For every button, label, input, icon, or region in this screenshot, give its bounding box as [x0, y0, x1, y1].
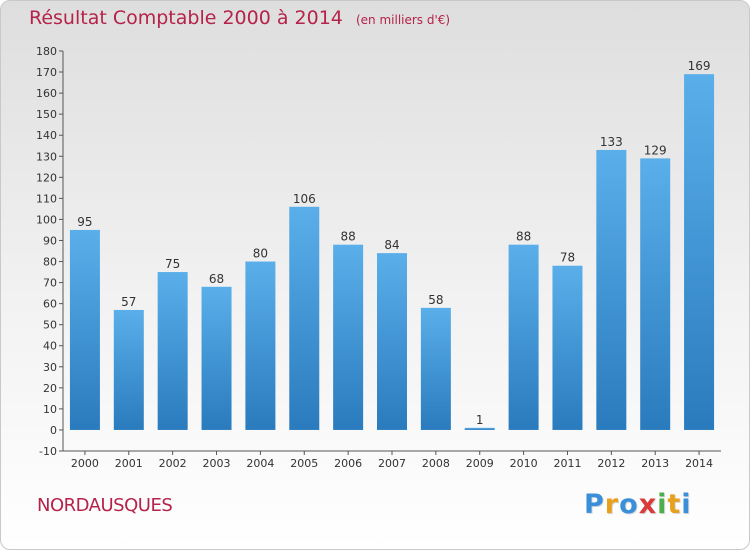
location-name: NORDAUSQUES [37, 495, 173, 516]
chart-unit: (en milliers d'€) [355, 13, 451, 27]
bar [377, 253, 407, 430]
bar [596, 149, 627, 430]
y-tick-label: 120 [36, 171, 57, 184]
x-tick-label: 2006 [334, 457, 362, 470]
bar [113, 309, 144, 430]
y-tick-label: 150 [36, 108, 57, 121]
bar [508, 244, 539, 430]
y-tick-label: 60 [43, 298, 57, 311]
bar [552, 265, 583, 430]
y-tick-label: 110 [36, 192, 57, 205]
bar-value-label: 88 [340, 230, 355, 244]
y-tick-label: 180 [36, 45, 57, 58]
y-tick-label: 70 [43, 277, 57, 290]
logo-letter: o [619, 489, 639, 520]
chart-title-text: Résultat Comptable 2000 à 2014 [29, 7, 343, 29]
bar [464, 427, 495, 430]
x-tick-label: 2013 [641, 457, 669, 470]
bar-value-label: 169 [688, 59, 711, 73]
y-tick-label: 0 [50, 424, 57, 437]
bar-value-label: 78 [560, 251, 575, 265]
bar-series [69, 74, 715, 430]
chart-axes: -10 0 10 20 30 40 50 60 70 80 90 100 110 120 130 140 150… [36, 45, 721, 470]
x-tick-label: 2011 [553, 457, 581, 470]
bar [245, 261, 276, 430]
y-tick-label: -10 [39, 445, 57, 458]
y-tick-label: 30 [43, 361, 57, 374]
bar [640, 158, 671, 430]
logo-letter: t [667, 489, 682, 520]
bar [157, 272, 188, 430]
bar-value-label: 95 [77, 215, 92, 229]
y-tick-label: 140 [36, 129, 57, 142]
x-tick-label: 2000 [71, 457, 99, 470]
y-tick-label: 100 [36, 213, 57, 226]
logo-letter: r [604, 489, 620, 520]
x-tick-label: 2007 [378, 457, 406, 470]
data-labels: 95 57 75 68 80 106 88 84 58 1 88 78 133 129 169 [77, 59, 710, 427]
logo-letter: x [638, 489, 658, 520]
bar-value-label: 106 [293, 192, 316, 206]
x-tick-label: 2010 [510, 457, 538, 470]
bar-value-label: 75 [165, 257, 180, 271]
y-tick-label: 80 [43, 256, 57, 269]
bar-value-label: 1 [476, 413, 484, 427]
y-tick-label: 90 [43, 234, 57, 247]
y-tick-label: 40 [43, 340, 57, 353]
x-tick-label: 2009 [466, 457, 494, 470]
x-tick-label: 2003 [203, 457, 231, 470]
bar-value-label: 133 [600, 135, 623, 149]
proxiti-logo: Proxiti [584, 489, 692, 520]
x-tick-label: 2004 [246, 457, 274, 470]
bar [69, 229, 100, 430]
x-tick-label: 2001 [115, 457, 143, 470]
bar-value-label: 57 [121, 295, 136, 309]
logo-letter: i [681, 489, 692, 520]
logo-letter: P [584, 489, 605, 520]
bar-value-label: 88 [516, 230, 531, 244]
x-tick-label: 2002 [159, 457, 187, 470]
y-tick-label: 170 [36, 66, 57, 79]
bar [684, 74, 715, 430]
x-tick-label: 2008 [422, 457, 450, 470]
y-tick-label: 20 [43, 382, 57, 395]
bar [333, 244, 364, 430]
x-tick-label: 2014 [685, 457, 713, 470]
y-tick-label: 10 [43, 403, 57, 416]
bar-value-label: 80 [253, 247, 268, 261]
y-tick-label: 50 [43, 319, 57, 332]
y-tick-label: 130 [36, 150, 57, 163]
chart-title: Résultat Comptable 2000 à 2014 (en milli… [29, 7, 450, 29]
y-tick-label: 160 [36, 87, 57, 100]
logo-letter: i [657, 489, 668, 520]
bar-value-label: 129 [644, 143, 667, 157]
bar-value-label: 68 [209, 272, 224, 286]
bar-value-label: 84 [384, 238, 399, 252]
x-tick-label: 2005 [290, 457, 318, 470]
bar [289, 206, 320, 430]
bar-value-label: 58 [428, 293, 443, 307]
x-tick-label: 2012 [597, 457, 625, 470]
bar [201, 286, 232, 430]
bar [420, 307, 451, 430]
